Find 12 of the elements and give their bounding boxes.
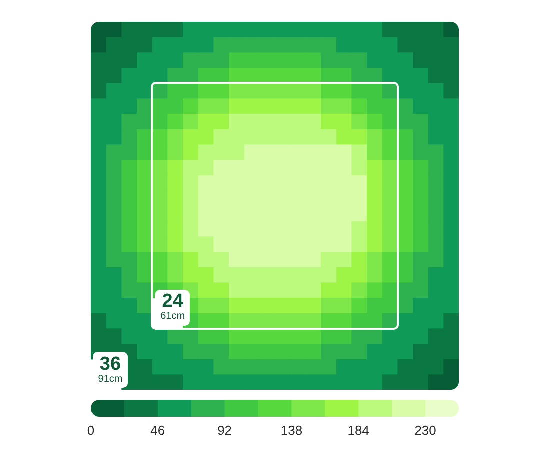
annotation: 24 [162,291,184,312]
annotation: 36 [100,354,122,374]
color-bar-label: 230 [414,423,436,438]
color-bar-label: 92 [218,423,232,438]
label-box: 36 91cm [93,352,128,388]
annotation: 91cm [98,374,123,386]
label-box: 24 61cm [155,290,190,326]
annotation: 61cm [160,311,186,324]
color-bar-label: 46 [150,423,166,438]
color-bar-label: 184 [348,423,370,438]
color-bar-label: 0 [87,423,95,438]
color-bar-label: 138 [280,423,303,438]
